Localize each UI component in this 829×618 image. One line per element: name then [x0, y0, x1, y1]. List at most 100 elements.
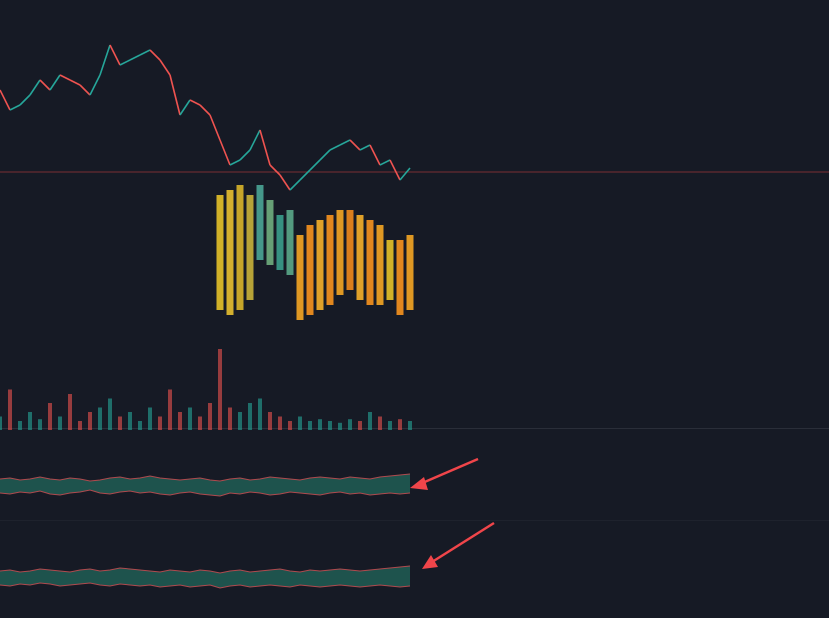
price-segment: [179, 99, 191, 116]
price-segment: [399, 167, 411, 181]
annotation-arrow: [422, 521, 495, 569]
range-bar: [316, 220, 324, 310]
volume-bar: [248, 403, 252, 430]
price-segment: [219, 139, 231, 166]
band-upper: [0, 565, 411, 574]
band-fill: [0, 566, 410, 588]
volume-bar: [38, 419, 42, 430]
price-segment: [19, 94, 31, 106]
price-segment: [149, 49, 161, 61]
range-bar: [246, 195, 254, 300]
range-bar: [216, 195, 224, 310]
price-segment: [379, 159, 391, 166]
volume-bar: [198, 416, 202, 430]
price-segment: [209, 114, 221, 141]
volume-bar: [328, 421, 332, 430]
arrow-head: [410, 477, 428, 490]
price-segment: [79, 84, 91, 96]
price-segment: [139, 49, 151, 56]
range-bar: [226, 190, 234, 315]
price-segment: [29, 79, 41, 96]
price-segment: [9, 104, 21, 111]
range-bar: [396, 240, 404, 315]
volume-bar: [138, 421, 142, 430]
volume-bar: [128, 412, 132, 430]
volume-bar: [338, 422, 342, 430]
volume-bar: [288, 421, 292, 430]
price-segment: [99, 44, 111, 76]
volume-bar: [118, 416, 122, 430]
price-segment: [249, 129, 261, 151]
arrow-shaft: [431, 521, 495, 564]
price-segment: [339, 139, 351, 146]
volume-bar: [98, 407, 102, 430]
volume-bar: [58, 416, 62, 430]
arrow-shaft: [419, 457, 479, 486]
volume-bar: [88, 412, 92, 430]
price-segment: [279, 174, 291, 191]
volume-bar: [148, 407, 152, 430]
range-bar: [406, 235, 414, 310]
price-segment: [69, 79, 81, 86]
volume-bar: [308, 421, 312, 430]
price-segment: [169, 74, 181, 116]
price-segment: [89, 74, 101, 96]
arrow-head: [422, 555, 438, 569]
range-bar: [356, 215, 364, 300]
volume-bar: [218, 349, 222, 430]
price-segment: [289, 179, 301, 191]
band-lower: [0, 582, 411, 589]
volume-bar: [238, 412, 242, 430]
volume-bar: [68, 394, 72, 430]
price-segment: [59, 74, 71, 81]
volume-bar: [318, 419, 322, 430]
price-segment: [269, 164, 281, 176]
range-bar: [386, 240, 394, 300]
price-segment: [189, 99, 201, 106]
volume-bar: [8, 389, 12, 430]
volume-bar: [18, 421, 22, 430]
price-segment: [39, 79, 51, 91]
volume-bar: [0, 416, 2, 430]
volume-bar: [168, 389, 172, 430]
volume-bar: [278, 416, 282, 430]
range-bar: [276, 215, 284, 270]
volume-bar: [28, 412, 32, 430]
range-bar: [266, 200, 274, 265]
volume-bar: [208, 403, 212, 430]
price-segment: [299, 169, 311, 181]
range-bar: [296, 235, 304, 320]
range-bar: [236, 185, 244, 310]
band-lower: [0, 489, 411, 497]
range-bar: [326, 215, 334, 305]
price-segment: [199, 104, 211, 116]
price-segment: [349, 139, 361, 151]
volume-bar: [368, 412, 372, 430]
annotation-arrow: [410, 457, 479, 490]
price-segment: [359, 144, 371, 151]
range-bar: [286, 210, 294, 275]
price-segment: [49, 74, 61, 91]
volume-bar: [388, 421, 392, 430]
range-bar: [336, 210, 344, 295]
volume-bar: [158, 416, 162, 430]
volume-bar: [188, 407, 192, 430]
price-segment: [229, 159, 241, 166]
price-segment: [319, 149, 331, 161]
price-segment: [0, 89, 11, 111]
price-segment: [259, 129, 271, 166]
price-segment: [129, 54, 141, 61]
volume-bar: [48, 403, 52, 430]
price-segment: [159, 59, 171, 76]
price-segment: [369, 144, 381, 166]
price-segment: [329, 144, 341, 151]
range-bar: [256, 185, 264, 260]
price-segment: [109, 44, 121, 66]
volume-bar: [258, 398, 262, 430]
volume-bar: [78, 421, 82, 430]
volume-bar: [348, 419, 352, 430]
volume-bar: [408, 421, 412, 430]
range-bar: [346, 210, 354, 290]
